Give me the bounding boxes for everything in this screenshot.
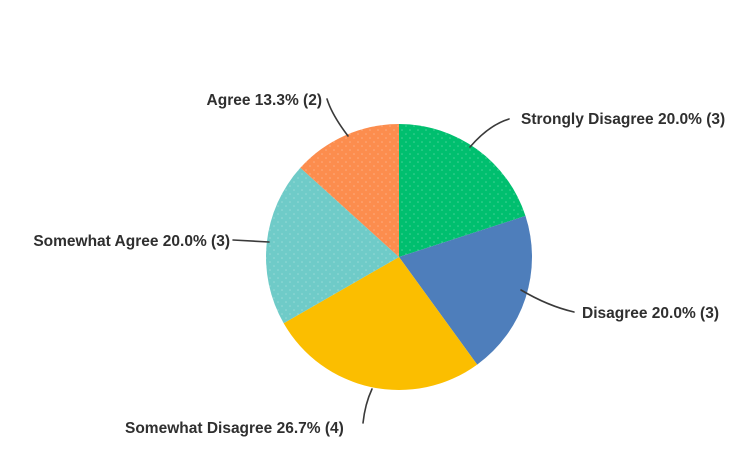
leader-line-strongly-disagree [469,118,510,148]
slice-label-agree: Agree 13.3% (2) [206,92,322,109]
slice-label-somewhat-agree: Somewhat Agree 20.0% (3) [33,233,230,250]
pie-slice-somewhat-disagree [283,257,478,391]
leader-line-agree [326,98,349,137]
slice-label-strongly-disagree: Strongly Disagree 20.0% (3) [521,111,726,128]
leader-line-somewhat-agree [232,239,270,243]
pie-slice-somewhat-agree [266,167,399,324]
pie-slices [266,124,533,391]
leader-line-somewhat-disagree [362,388,373,424]
slice-label-disagree: Disagree 20.0% (3) [582,305,719,322]
leader-lines [232,98,575,424]
pie-slice-strongly-disagree [399,124,526,257]
slice-label-somewhat-disagree: Somewhat Disagree 26.7% (4) [125,420,344,437]
pie-slice-agree [300,124,399,257]
leader-line-disagree [520,289,575,313]
pie-slice-disagree [399,215,533,365]
